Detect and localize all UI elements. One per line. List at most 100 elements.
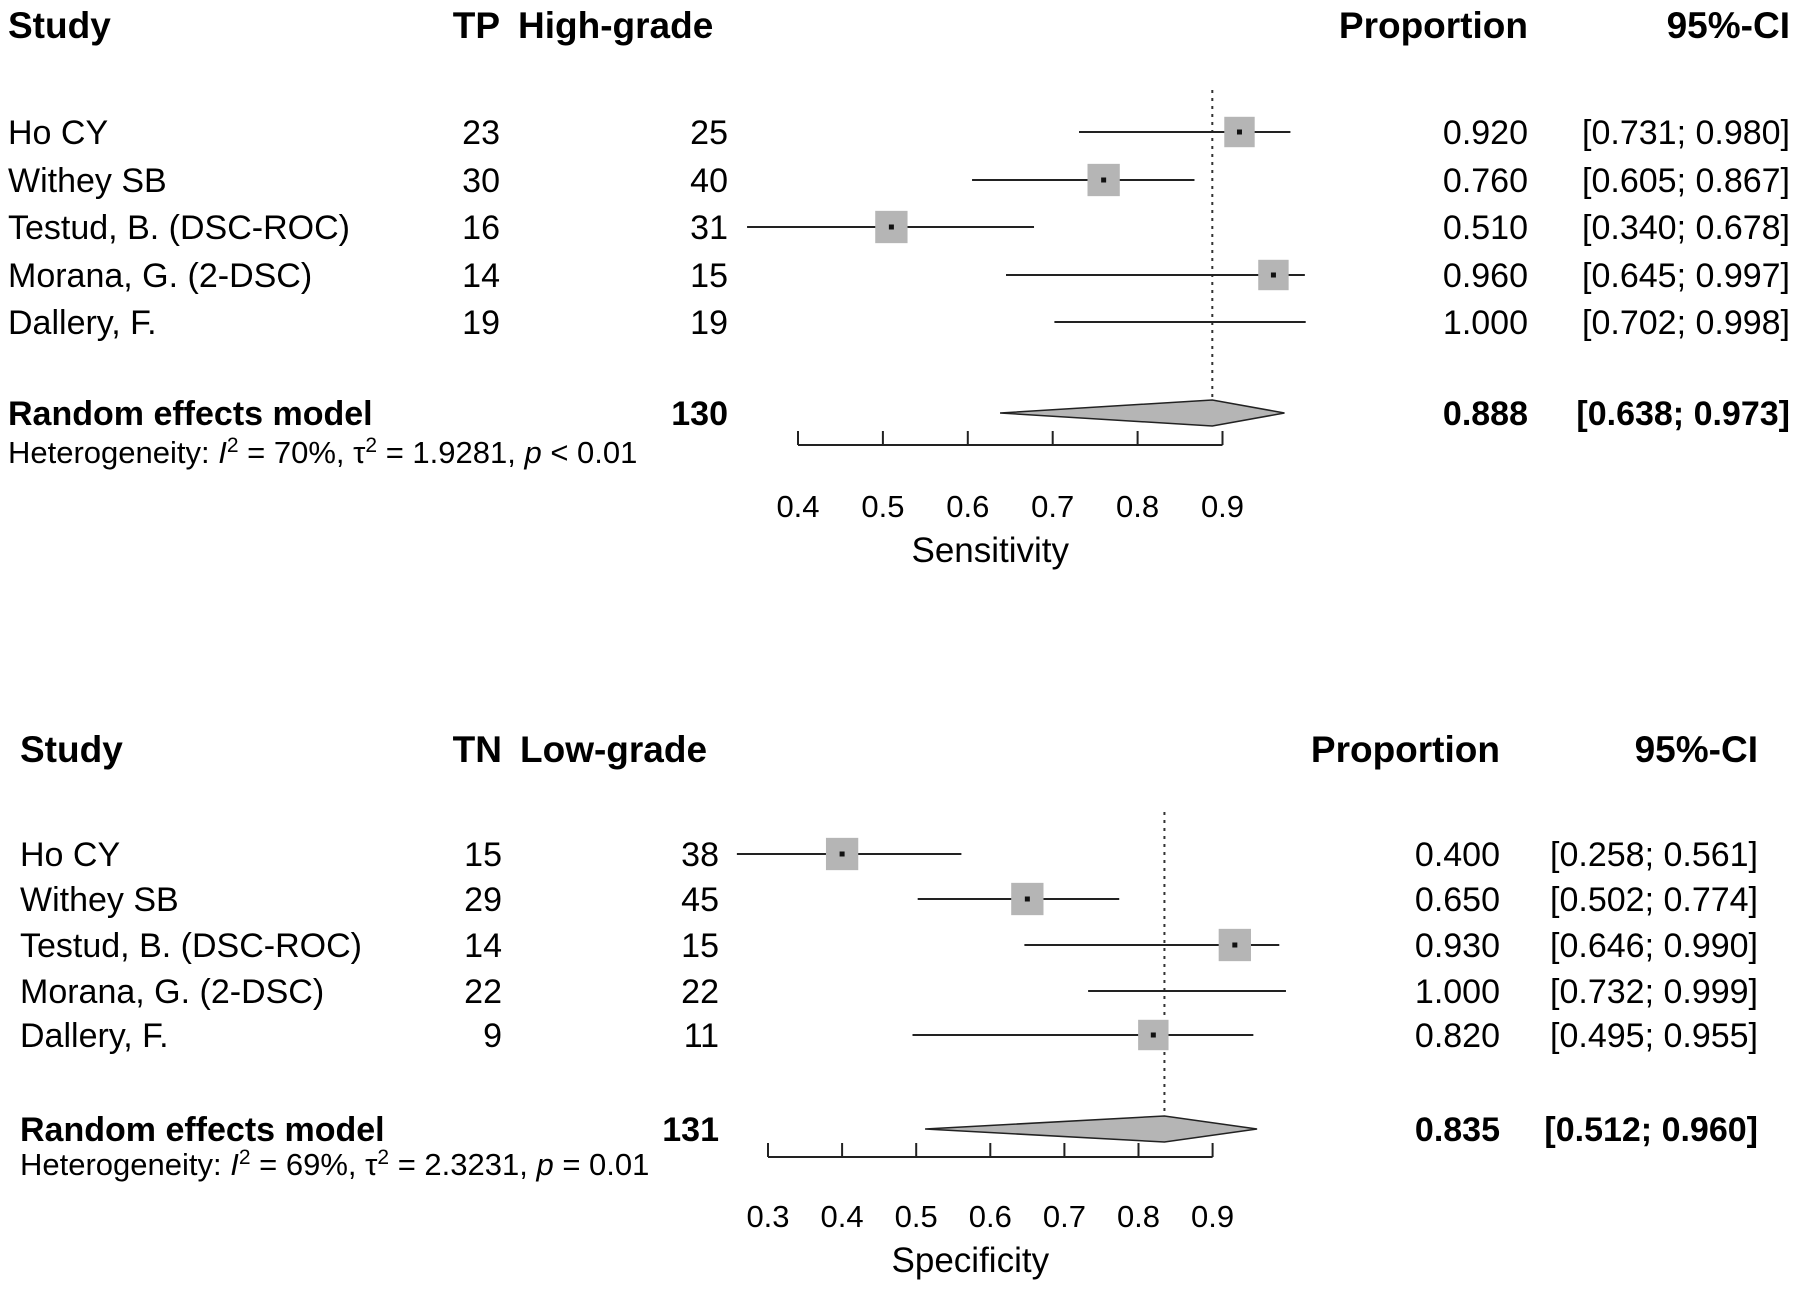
- x-tick-label: 0.6: [946, 489, 989, 524]
- study-proportion: 0.760: [1443, 162, 1528, 200]
- study-proportion: 1.000: [1443, 304, 1528, 342]
- pooled-total: 130: [671, 395, 728, 433]
- study-proportion: 0.650: [1415, 881, 1500, 919]
- study-ci: [0.502; 0.774]: [1550, 881, 1758, 919]
- study-ci: [0.646; 0.990]: [1550, 927, 1758, 965]
- study-ci: [0.645; 0.997]: [1582, 257, 1790, 295]
- study-ci: [0.702; 0.998]: [1582, 304, 1790, 342]
- study-name: Morana, G. (2-DSC): [8, 257, 312, 295]
- study-proportion: 0.820: [1415, 1017, 1500, 1055]
- forest-panel-2: Study TN Low-grade Proportion 95%-CI Ho CY 15 3…: [20, 729, 1758, 1280]
- study-count: 19: [462, 304, 500, 342]
- study-total: 19: [690, 304, 728, 342]
- pooled-total: 131: [662, 1111, 719, 1149]
- pooled-diamond: [925, 1115, 1258, 1143]
- study-name: Morana, G. (2-DSC): [20, 973, 324, 1011]
- study-row: Withey SB 30 40 0.760 [0.605; 0.867]: [8, 162, 1790, 200]
- study-count: 14: [464, 927, 502, 965]
- pooled-diamond: [1000, 399, 1285, 427]
- point-estimate: [1236, 129, 1242, 135]
- study-row: Testud, B. (DSC-ROC) 16 31 0.510 [0.340; 0.6…: [8, 209, 1790, 247]
- point-estimate: [1270, 272, 1276, 278]
- study-ci: [0.495; 0.955]: [1550, 1017, 1758, 1055]
- study-proportion: 0.920: [1443, 114, 1528, 152]
- study-total: 15: [681, 927, 719, 965]
- study-row: Ho CY 15 38 0.400 [0.258; 0.561]: [20, 836, 1758, 874]
- point-estimate: [1101, 177, 1107, 183]
- pooled-proportion: 0.835: [1415, 1111, 1500, 1149]
- x-tick-label: 0.7: [1043, 1199, 1086, 1234]
- study-ci: [0.732; 0.999]: [1550, 973, 1758, 1011]
- header-count: TN: [453, 729, 502, 770]
- study-total: 31: [690, 209, 728, 247]
- study-total: 15: [690, 257, 728, 295]
- x-tick-label: 0.5: [895, 1199, 938, 1234]
- point-estimate: [888, 224, 894, 230]
- study-ci: [0.731; 0.980]: [1582, 114, 1790, 152]
- header-total: Low-grade: [520, 729, 707, 770]
- x-tick-label: 0.7: [1031, 489, 1074, 524]
- pooled-label: Random effects model: [8, 395, 373, 433]
- point-estimate: [1024, 896, 1030, 902]
- x-axis-label: Sensitivity: [911, 531, 1069, 570]
- header-proportion: Proportion: [1311, 729, 1500, 770]
- pooled-label: Random effects model: [20, 1111, 385, 1149]
- study-count: 29: [464, 881, 502, 919]
- study-name: Testud, B. (DSC-ROC): [20, 927, 362, 965]
- study-row: Withey SB 29 45 0.650 [0.502; 0.774]: [20, 881, 1758, 919]
- x-tick-label: 0.4: [776, 489, 819, 524]
- study-proportion: 1.000: [1415, 973, 1500, 1011]
- study-total: 25: [690, 114, 728, 152]
- study-proportion: 0.960: [1443, 257, 1528, 295]
- heterogeneity-text: Heterogeneity: I2 = 70%, τ2 = 1.9281, p …: [8, 434, 637, 471]
- header-proportion: Proportion: [1339, 5, 1528, 46]
- x-tick-label: 0.8: [1116, 489, 1159, 524]
- study-row: Morana, G. (2-DSC) 22 22 1.000 [0.732; 0.999…: [20, 973, 1758, 1011]
- study-count: 14: [462, 257, 500, 295]
- study-name: Ho CY: [8, 114, 108, 152]
- study-row: Testud, B. (DSC-ROC) 14 15 0.930 [0.646; 0.9…: [20, 927, 1758, 965]
- study-row: Morana, G. (2-DSC) 14 15 0.960 [0.645; 0.997…: [8, 257, 1790, 295]
- x-tick-label: 0.9: [1201, 489, 1244, 524]
- header-total: High-grade: [518, 5, 713, 46]
- study-count: 23: [462, 114, 500, 152]
- study-row: Ho CY 23 25 0.920 [0.731; 0.980]: [8, 114, 1790, 152]
- point-estimate: [1150, 1032, 1156, 1038]
- x-tick-label: 0.3: [746, 1199, 789, 1234]
- study-ci: [0.340; 0.678]: [1582, 209, 1790, 247]
- study-total: 40: [690, 162, 728, 200]
- pooled-proportion: 0.888: [1443, 395, 1528, 433]
- pooled-ci: [0.512; 0.960]: [1544, 1111, 1758, 1149]
- study-proportion: 0.930: [1415, 927, 1500, 965]
- point-estimate: [839, 851, 845, 857]
- study-total: 38: [681, 836, 719, 874]
- header-study: Study: [20, 729, 123, 770]
- study-name: Testud, B. (DSC-ROC): [8, 209, 350, 247]
- study-count: 16: [462, 209, 500, 247]
- study-count: 30: [462, 162, 500, 200]
- header-study: Study: [8, 5, 111, 46]
- study-ci: [0.258; 0.561]: [1550, 836, 1758, 874]
- study-name: Withey SB: [8, 162, 167, 200]
- study-row: Dallery, F. 19 19 1.000 [0.702; 0.998]: [8, 304, 1790, 342]
- header-ci: 95%-CI: [1667, 5, 1790, 46]
- pooled-ci: [0.638; 0.973]: [1576, 395, 1790, 433]
- forest-panel-1: Study TP High-grade Proportion 95%-CI Ho CY 23…: [8, 5, 1790, 570]
- study-name: Withey SB: [20, 881, 179, 919]
- study-ci: [0.605; 0.867]: [1582, 162, 1790, 200]
- study-count: 22: [464, 973, 502, 1011]
- x-tick-label: 0.8: [1117, 1199, 1160, 1234]
- study-count: 15: [464, 836, 502, 874]
- header-ci: 95%-CI: [1635, 729, 1758, 770]
- study-name: Dallery, F.: [20, 1017, 169, 1055]
- x-axis-label: Specificity: [892, 1241, 1050, 1280]
- study-row: Dallery, F. 9 11 0.820 [0.495; 0.955]: [20, 1017, 1758, 1055]
- study-name: Ho CY: [20, 836, 120, 874]
- study-total: 22: [681, 973, 719, 1011]
- point-estimate: [1232, 942, 1238, 948]
- study-name: Dallery, F.: [8, 304, 157, 342]
- study-proportion: 0.400: [1415, 836, 1500, 874]
- study-proportion: 0.510: [1443, 209, 1528, 247]
- study-count: 9: [483, 1017, 502, 1055]
